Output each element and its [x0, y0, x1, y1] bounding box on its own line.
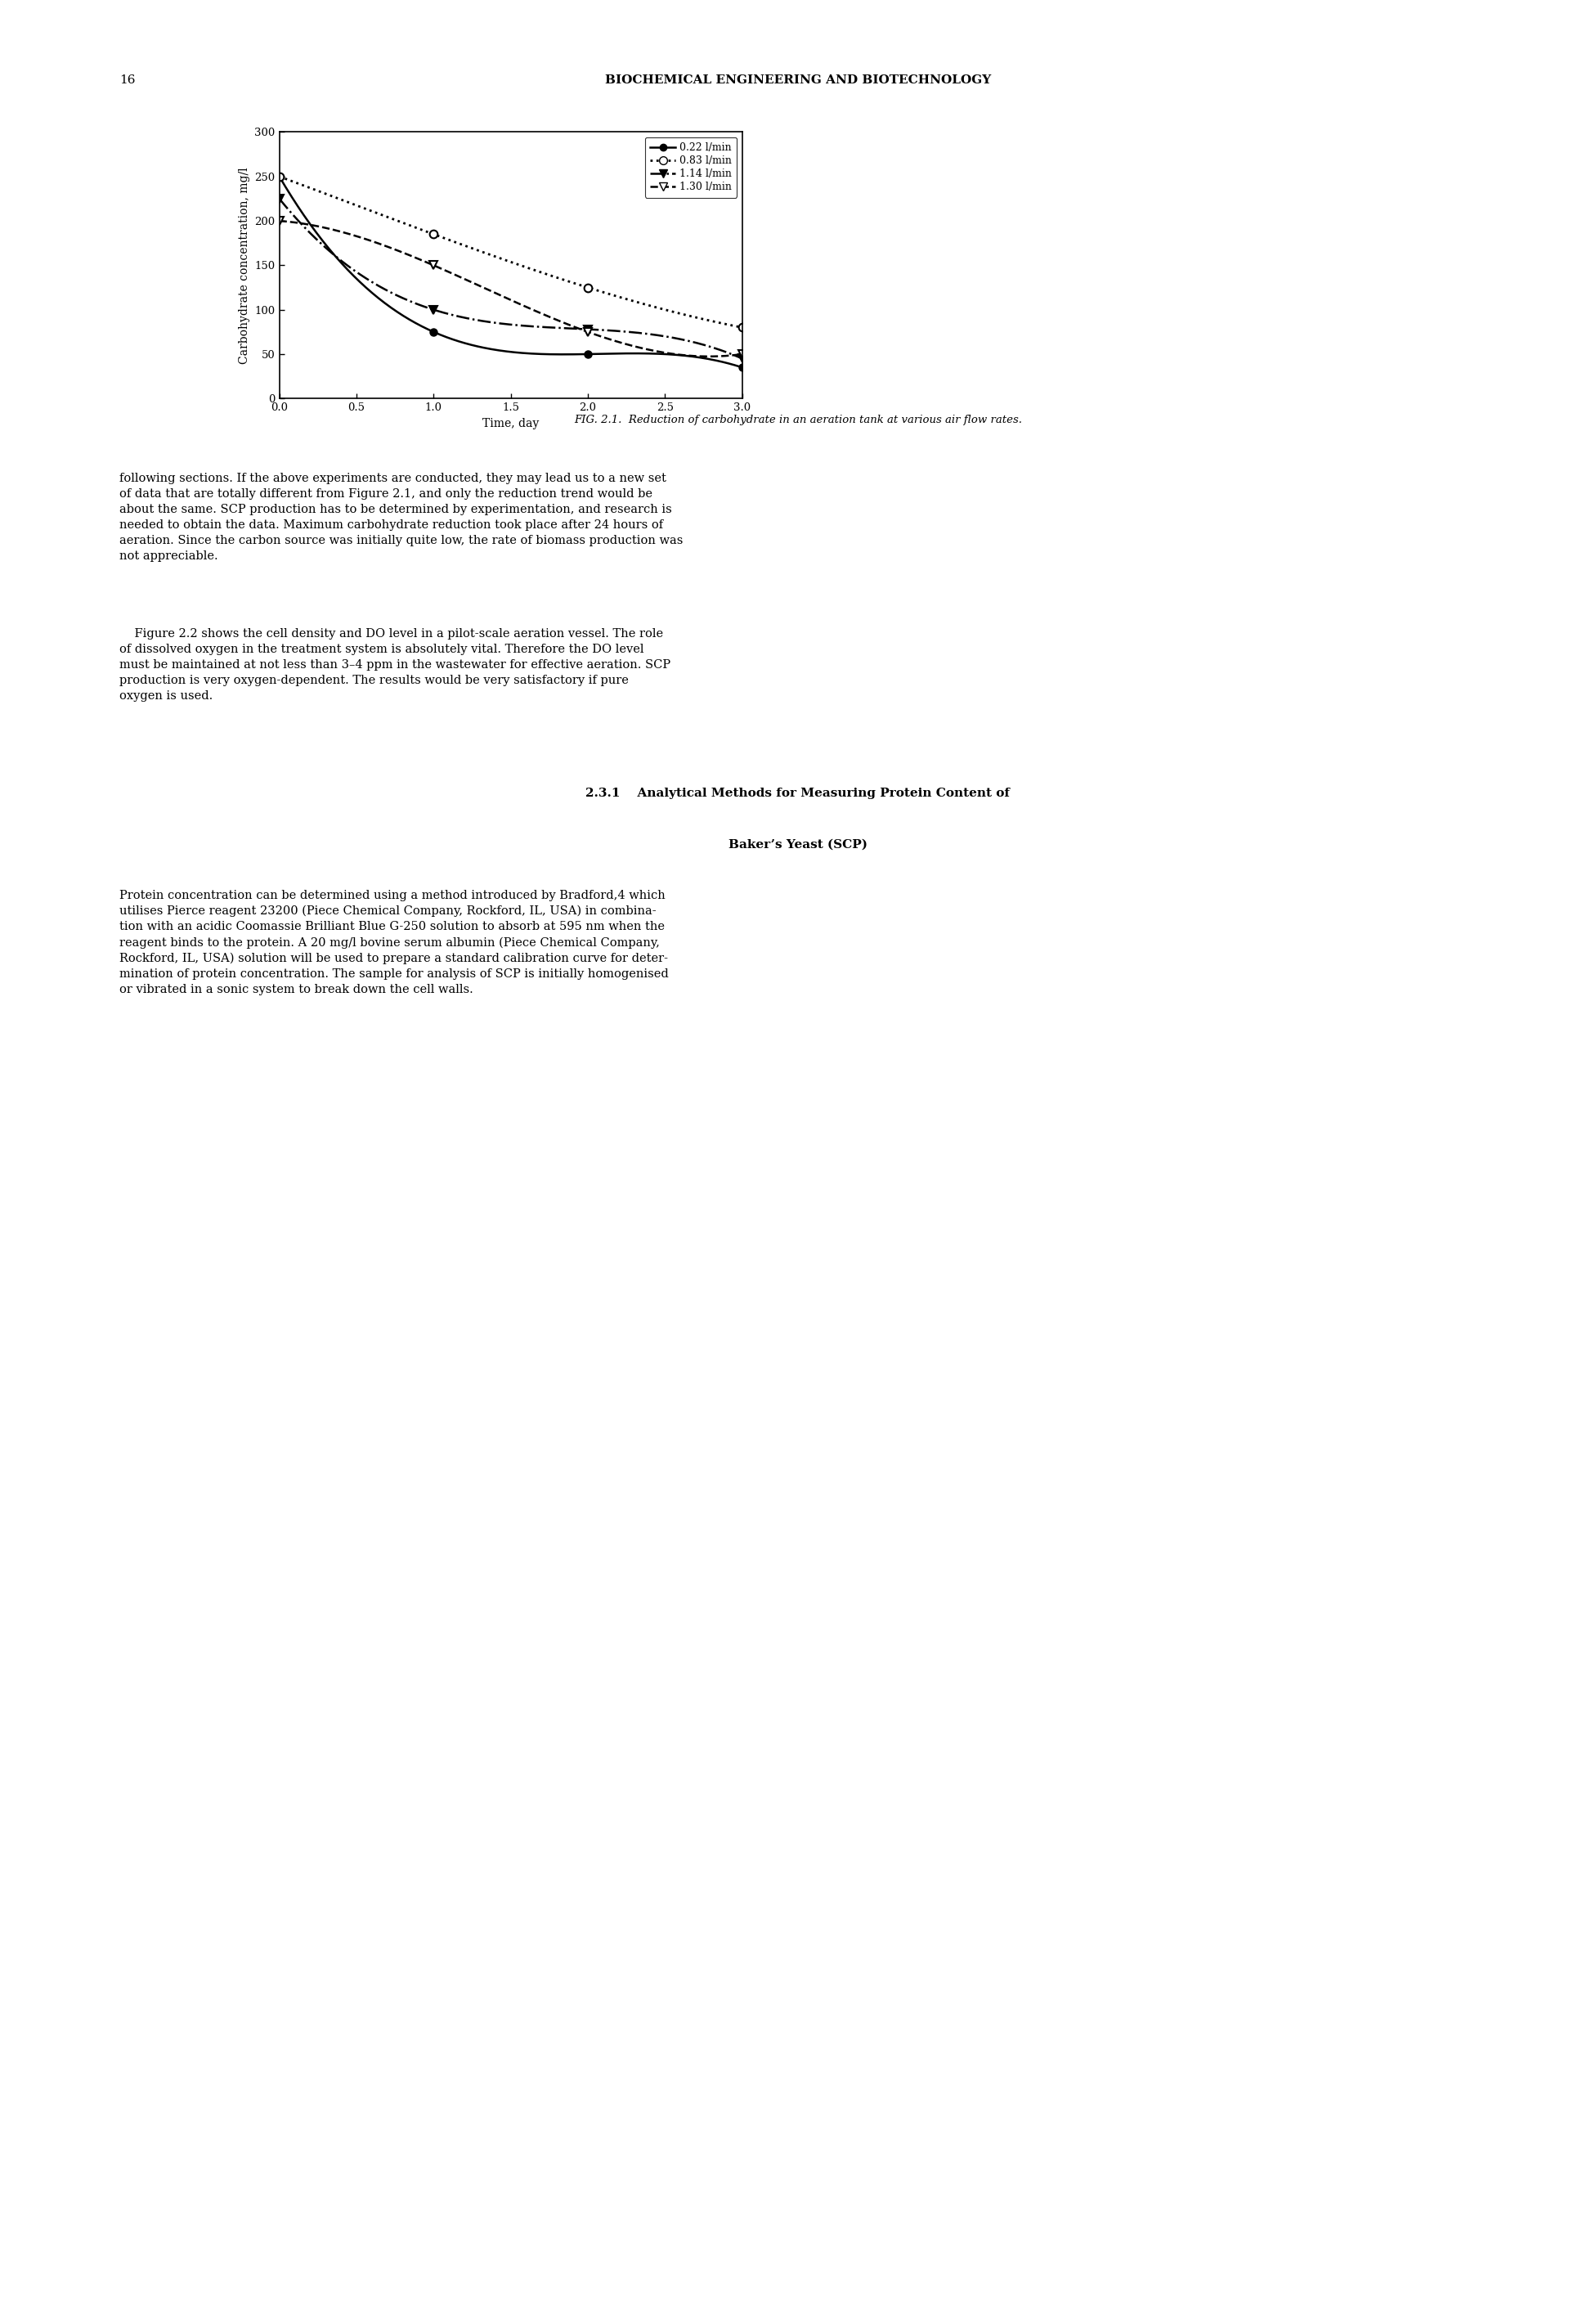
Text: 16: 16 — [120, 74, 136, 86]
Text: Figure 2.2 shows the cell density and DO level in a pilot-scale aeration vessel.: Figure 2.2 shows the cell density and DO… — [120, 628, 670, 702]
Text: FIG. 2.1.  Reduction of carbohydrate in an aeration tank at various air flow rat: FIG. 2.1. Reduction of carbohydrate in a… — [575, 415, 1021, 426]
Text: Baker’s Yeast (SCP): Baker’s Yeast (SCP) — [728, 839, 868, 850]
X-axis label: Time, day: Time, day — [482, 417, 539, 429]
Text: Protein concentration can be determined using a method introduced by Bradford,4 : Protein concentration can be determined … — [120, 890, 669, 996]
Text: BIOCHEMICAL ENGINEERING AND BIOTECHNOLOGY: BIOCHEMICAL ENGINEERING AND BIOTECHNOLOG… — [605, 74, 991, 86]
Text: 2.3.1    Analytical Methods for Measuring Protein Content of: 2.3.1 Analytical Methods for Measuring P… — [586, 788, 1010, 799]
Y-axis label: Carbohydrate concentration, mg/l: Carbohydrate concentration, mg/l — [239, 167, 251, 364]
Legend: 0.22 l/min, 0.83 l/min, 1.14 l/min, 1.30 l/min: 0.22 l/min, 0.83 l/min, 1.14 l/min, 1.30… — [645, 137, 737, 197]
Text: following sections. If the above experiments are conducted, they may lead us to : following sections. If the above experim… — [120, 473, 683, 561]
